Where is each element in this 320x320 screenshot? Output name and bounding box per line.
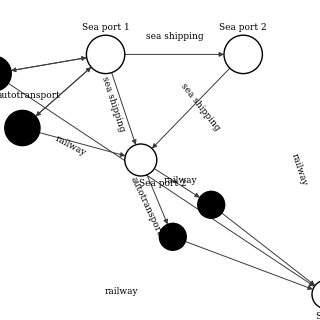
- Circle shape: [312, 280, 320, 309]
- Text: Sea port 1: Sea port 1: [82, 23, 130, 32]
- Text: railway: railway: [53, 134, 87, 157]
- Text: railway: railway: [290, 152, 309, 187]
- Text: sea shipping: sea shipping: [146, 32, 203, 41]
- Circle shape: [159, 223, 186, 250]
- Circle shape: [125, 144, 157, 176]
- Text: sea shipping: sea shipping: [100, 75, 127, 133]
- Circle shape: [5, 110, 40, 146]
- Text: autotransport: autotransport: [0, 92, 61, 100]
- Circle shape: [86, 35, 125, 74]
- Circle shape: [224, 35, 262, 74]
- Circle shape: [198, 191, 225, 218]
- Text: Sea port 2: Sea port 2: [140, 179, 187, 188]
- Text: Stati: Stati: [316, 312, 320, 320]
- Text: railway: railway: [164, 176, 198, 185]
- Circle shape: [0, 56, 11, 91]
- Text: autotransport: autotransport: [128, 176, 163, 237]
- Text: Sea port 2: Sea port 2: [220, 23, 267, 32]
- Text: railway: railway: [105, 287, 139, 296]
- Text: sea shipping: sea shipping: [179, 82, 221, 133]
